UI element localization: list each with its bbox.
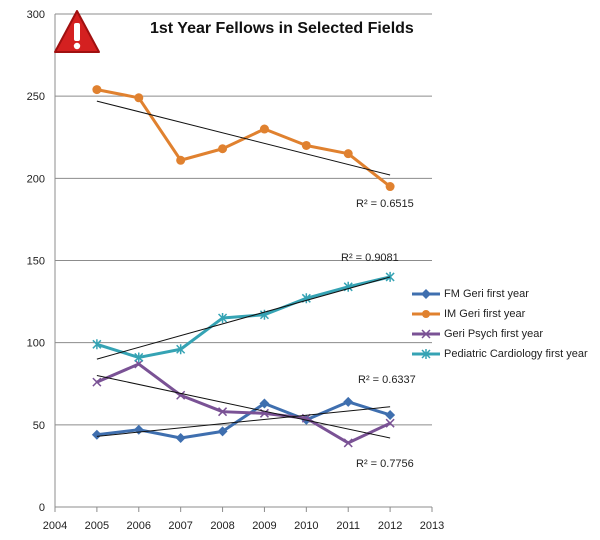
data-point [385, 409, 396, 420]
y-tick-label: 0 [39, 502, 45, 514]
series-line-1 [96, 88, 392, 188]
trendline-1 [96, 100, 391, 176]
x-tick-label: 2004 [43, 520, 67, 532]
series-line-2 [96, 362, 391, 445]
legend-marker [412, 310, 440, 318]
chart-title: 1st Year Fellows in Selected Fields [150, 20, 414, 37]
legend-label: Geri Psych first year [444, 328, 544, 340]
data-point [259, 124, 269, 134]
x-tick-label: 2006 [127, 520, 151, 532]
data-point [343, 149, 353, 159]
data-point [91, 429, 102, 440]
data-point [92, 85, 102, 95]
data-point [134, 93, 144, 103]
data-point [134, 359, 144, 369]
legend-label: Pediatric Cardiology first year [444, 348, 588, 360]
data-point [133, 424, 144, 435]
x-tick-label: 2012 [378, 520, 402, 532]
data-point [259, 309, 269, 320]
r2-label-geri-psych: R² = 0.6337 [358, 374, 416, 386]
x-tick-label: 2007 [168, 520, 192, 532]
data-point [134, 352, 144, 363]
y-tick-label: 150 [27, 256, 45, 268]
legend-item-fm-geri: FM Geri first year [412, 284, 588, 304]
data-point [176, 155, 186, 165]
r2-label-pediatric-cardiology: R² = 0.9081 [341, 252, 399, 264]
x-tick-label: 2010 [294, 520, 318, 532]
legend-item-geri-psych: Geri Psych first year [412, 324, 588, 344]
trendline-0 [96, 406, 391, 437]
data-point [218, 407, 228, 417]
x-tick-label: 2013 [420, 520, 444, 532]
x-tick-label: 2011 [336, 520, 360, 532]
data-point [343, 396, 354, 407]
y-tick-label: 50 [33, 420, 45, 432]
legend-label: FM Geri first year [444, 288, 529, 300]
legend-marker [412, 289, 440, 299]
legend-marker [412, 329, 440, 339]
data-point [301, 140, 311, 150]
data-point [385, 418, 395, 428]
series-line-3 [96, 275, 391, 359]
data-point [218, 313, 228, 324]
trendline-3 [96, 276, 391, 360]
y-tick-label: 200 [27, 173, 45, 185]
legend-marker [412, 349, 440, 359]
data-point [176, 344, 186, 355]
legend-label: IM Geri first year [444, 308, 526, 320]
x-tick-label: 2009 [252, 520, 276, 532]
data-point [92, 339, 102, 350]
warning-icon [52, 8, 102, 61]
x-tick-label: 2005 [85, 520, 109, 532]
legend-item-im-geri: IM Geri first year [412, 304, 588, 324]
trendline-2 [96, 375, 391, 439]
legend-item-pediatric-cardiology: Pediatric Cardiology first year [412, 344, 588, 364]
r2-label-im-geri: R² = 0.6515 [356, 198, 414, 210]
legend: FM Geri first year IM Geri first year Ge… [412, 284, 588, 364]
data-point [218, 144, 228, 154]
x-tick-label: 2008 [210, 520, 234, 532]
data-point [175, 432, 186, 443]
y-tick-label: 300 [27, 9, 45, 21]
data-point [259, 398, 270, 409]
data-point [385, 182, 395, 192]
y-tick-label: 250 [27, 91, 45, 103]
data-point [217, 426, 228, 437]
y-tick-label: 100 [27, 338, 45, 350]
data-point [343, 438, 353, 448]
data-point [92, 377, 102, 387]
r2-label-fm-geri: R² = 0.7756 [356, 458, 414, 470]
